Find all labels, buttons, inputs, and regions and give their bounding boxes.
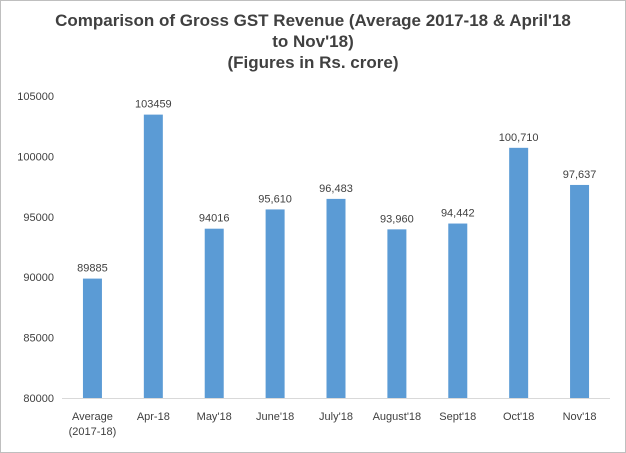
data-label: 96,483 <box>319 183 353 195</box>
bar <box>326 198 346 398</box>
bar <box>204 228 224 398</box>
x-category-label: August'18 <box>373 411 422 423</box>
x-category-label: May'18 <box>197 411 232 423</box>
x-category-label: June'18 <box>256 411 294 423</box>
x-category-label: Average <box>72 411 113 423</box>
chart-title-line-3: (Figures in Rs. crore) <box>227 53 399 72</box>
bar <box>143 114 163 398</box>
x-category-label: July'18 <box>319 411 353 423</box>
x-category-label: (2017-18) <box>69 426 117 438</box>
data-label: 103459 <box>135 99 172 111</box>
chart-title-line-2: to Nov'18) <box>272 32 354 51</box>
bar <box>82 278 102 398</box>
y-tick-label: 95000 <box>23 212 54 224</box>
x-category-label: Nov'18 <box>563 411 597 423</box>
x-category-label: Apr-18 <box>137 411 170 423</box>
bar <box>387 229 407 398</box>
data-label: 95,610 <box>258 193 292 205</box>
y-tick-label: 90000 <box>23 272 54 284</box>
y-tick-label: 105000 <box>17 91 54 103</box>
y-tick-label: 80000 <box>23 393 54 405</box>
bar <box>448 223 468 398</box>
x-category-label: Oct'18 <box>503 411 534 423</box>
data-label: 93,960 <box>380 213 414 225</box>
data-label: 97,637 <box>563 169 597 181</box>
x-category-label: Sept'18 <box>439 411 476 423</box>
y-tick-label: 85000 <box>23 333 54 345</box>
chart-title: Comparison of Gross GST Revenue (Average… <box>0 10 626 73</box>
bar <box>509 147 529 398</box>
data-label: 100,710 <box>499 132 539 144</box>
chart-title-line-1: Comparison of Gross GST Revenue (Average… <box>55 11 571 30</box>
bar <box>265 209 285 398</box>
data-label: 89885 <box>77 263 108 275</box>
y-tick-label: 100000 <box>17 151 54 163</box>
data-label: 94,442 <box>441 208 475 220</box>
bar <box>570 184 590 398</box>
data-label: 94016 <box>199 213 230 225</box>
